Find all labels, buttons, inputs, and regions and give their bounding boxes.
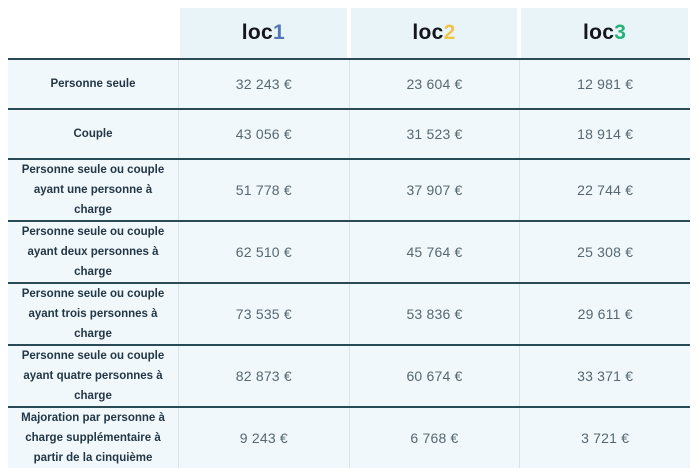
value-cell: 73 535 € bbox=[178, 284, 349, 344]
value-cell: 9 243 € bbox=[178, 408, 349, 468]
row-label: Couple bbox=[73, 128, 113, 140]
value-cell: 53 836 € bbox=[348, 284, 520, 344]
table-row: Personne seule ou couple ayant une perso… bbox=[8, 158, 690, 220]
income-ceiling-table: loc 1 loc 2 loc 3 Personne seule 32 243 €23 60… bbox=[8, 8, 690, 468]
row-label: Majoration par personne à charge supplém… bbox=[21, 412, 165, 464]
column-header-prefix: loc bbox=[241, 21, 273, 44]
column-header-prefix: loc bbox=[412, 21, 444, 44]
value-cell: 51 778 € bbox=[178, 160, 349, 220]
value-cell: 32 243 € bbox=[178, 60, 349, 108]
column-header-digit: 2 bbox=[443, 21, 456, 44]
value-cell: 31 523 € bbox=[348, 110, 520, 158]
value-cell: 6 768 € bbox=[348, 408, 520, 468]
value-cell: 18 914 € bbox=[519, 110, 690, 158]
value-cell: 33 371 € bbox=[519, 346, 690, 406]
table-body: Personne seule 32 243 €23 604 €12 981 € Co… bbox=[8, 58, 690, 468]
value-cell: 25 308 € bbox=[519, 222, 690, 282]
column-header-digit: 3 bbox=[614, 21, 627, 44]
row-label: Personne seule ou couple ayant une perso… bbox=[21, 164, 165, 216]
table-row: Couple 43 056 €31 523 €18 914 € bbox=[8, 108, 690, 158]
table-row: Personne seule ou couple ayant deux pers… bbox=[8, 220, 690, 282]
value-cell: 12 981 € bbox=[519, 60, 690, 108]
table-row: Majoration par personne à charge supplém… bbox=[8, 406, 690, 468]
column-header-loc2: loc 2 bbox=[350, 8, 518, 58]
value-cell: 60 674 € bbox=[348, 346, 520, 406]
value-cell: 82 873 € bbox=[178, 346, 349, 406]
value-cell: 62 510 € bbox=[178, 222, 349, 282]
value-cell: 45 764 € bbox=[348, 222, 520, 282]
column-header-loc1: loc 1 bbox=[180, 8, 347, 58]
header-empty-cell bbox=[8, 8, 178, 58]
value-cell: 43 056 € bbox=[178, 110, 349, 158]
table-row: Personne seule 32 243 €23 604 €12 981 € bbox=[8, 58, 690, 108]
column-header-prefix: loc bbox=[583, 21, 615, 44]
value-cell: 37 907 € bbox=[348, 160, 520, 220]
table-header-row: loc 1 loc 2 loc 3 bbox=[8, 8, 690, 58]
row-label: Personne seule ou couple ayant trois per… bbox=[21, 288, 165, 340]
value-cell: 22 744 € bbox=[519, 160, 690, 220]
table-row: Personne seule ou couple ayant quatre pe… bbox=[8, 344, 690, 406]
value-cell: 23 604 € bbox=[348, 60, 520, 108]
column-header-digit: 1 bbox=[272, 21, 285, 44]
column-header-loc3: loc 3 bbox=[521, 8, 688, 58]
row-label: Personne seule bbox=[50, 78, 136, 90]
value-cell: 3 721 € bbox=[519, 408, 690, 468]
value-cell: 29 611 € bbox=[519, 284, 690, 344]
table-row: Personne seule ou couple ayant trois per… bbox=[8, 282, 690, 344]
row-label: Personne seule ou couple ayant deux pers… bbox=[21, 226, 165, 278]
row-label: Personne seule ou couple ayant quatre pe… bbox=[21, 350, 165, 402]
